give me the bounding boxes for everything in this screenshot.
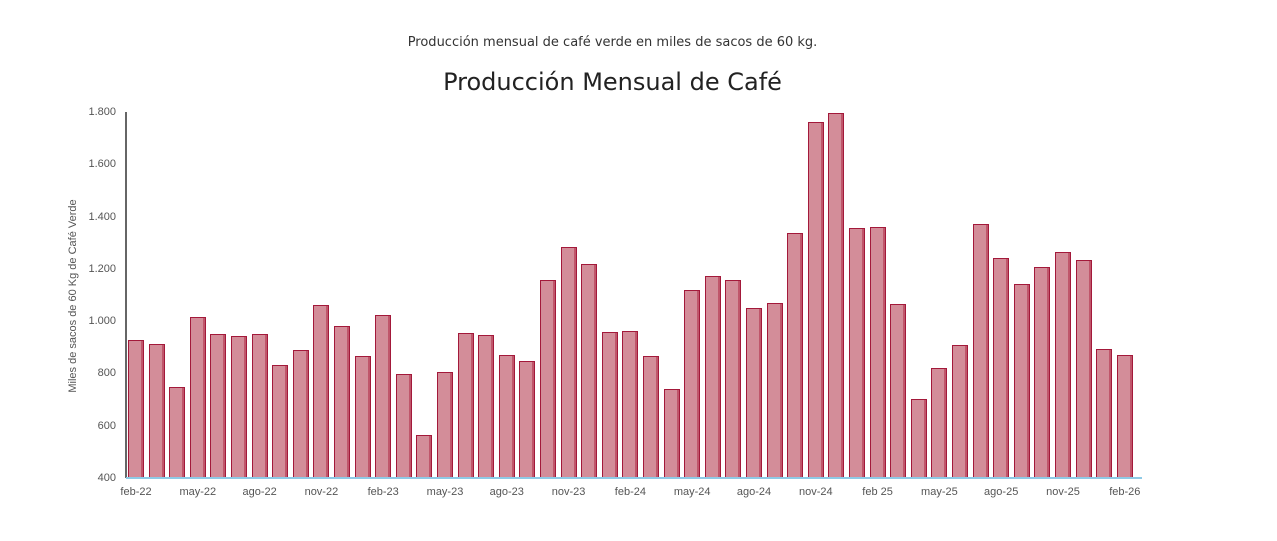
bar-may-22[interactable]: [189, 317, 206, 478]
bar-mar-23[interactable]: [395, 374, 412, 478]
bar-jul-23[interactable]: [478, 335, 495, 478]
x-tick-label: may-25: [921, 486, 958, 498]
bar-ago-22[interactable]: [251, 334, 268, 478]
bar-dic-25[interactable]: [1075, 260, 1092, 478]
bar-may-25[interactable]: [931, 368, 948, 478]
bar-sep-22[interactable]: [272, 365, 289, 478]
bar-feb-26[interactable]: [1116, 355, 1133, 478]
x-tick-label: may-23: [426, 486, 464, 498]
x-tick-label: ago-23: [489, 486, 524, 498]
bar-jul-25[interactable]: [972, 224, 989, 478]
bar-oct-22[interactable]: [292, 350, 309, 478]
y-tick-label: 1.800: [88, 106, 116, 118]
y-tick-label: 1.400: [88, 210, 116, 223]
bar-mar-25[interactable]: [890, 304, 907, 478]
bar-feb-25[interactable]: [869, 227, 886, 478]
bar-nov-22[interactable]: [313, 305, 330, 478]
bar-abr-22[interactable]: [169, 387, 186, 478]
x-tick-label: feb 25: [862, 486, 893, 498]
bar-oct-24[interactable]: [787, 233, 804, 478]
bar-dic-22[interactable]: [334, 326, 350, 478]
y-tick-label: 800: [97, 367, 116, 380]
bar-nov-23[interactable]: [560, 247, 577, 478]
bar-dic-24[interactable]: [828, 113, 845, 478]
bar-sep-25[interactable]: [1013, 284, 1030, 478]
bar-ago-24[interactable]: [746, 308, 762, 478]
bar-nov-25[interactable]: [1055, 252, 1071, 478]
bar-abr-25[interactable]: [910, 399, 927, 478]
bar-jun-23[interactable]: [457, 333, 474, 478]
x-tick-label: feb-26: [1109, 486, 1141, 498]
chart-title: Producción Mensual de Café: [443, 68, 782, 96]
bar-ene-25[interactable]: [849, 228, 865, 478]
bar-feb-24[interactable]: [622, 331, 639, 478]
bar-ago-23[interactable]: [498, 355, 515, 478]
bar-nov-24[interactable]: [807, 122, 824, 478]
y-axis-line: [125, 112, 127, 478]
x-tick-label: ago-25: [984, 486, 1019, 498]
bar-ago-25[interactable]: [993, 258, 1010, 478]
x-tick-label: feb-22: [120, 486, 152, 498]
y-tick-label: 600: [97, 419, 116, 432]
y-tick-label: 400: [97, 472, 116, 484]
bar-jul-22[interactable]: [231, 336, 247, 478]
bar-dic-23[interactable]: [581, 264, 598, 478]
x-tick-label: feb-24: [614, 486, 646, 498]
bar-feb-22[interactable]: [128, 340, 144, 478]
bar-jul-24[interactable]: [725, 280, 742, 478]
x-tick-label: ago-24: [736, 486, 772, 498]
x-tick-label: feb-23: [367, 486, 399, 498]
x-tick-label: nov-23: [551, 486, 586, 498]
bar-sep-24[interactable]: [766, 303, 783, 478]
plot-area: [126, 112, 1142, 478]
x-tick-label: nov-22: [304, 486, 339, 498]
bar-may-23[interactable]: [437, 372, 453, 478]
y-axis-label: Miles de sacos de 60 Kg de Café Verde: [67, 199, 79, 393]
bar-jun-22[interactable]: [210, 334, 227, 478]
bar-feb-23[interactable]: [375, 315, 392, 478]
y-tick-label: 1.200: [88, 262, 116, 275]
x-tick-label: nov-25: [1046, 486, 1080, 498]
x-tick-label: may-24: [673, 486, 711, 498]
bar-jun-24[interactable]: [704, 276, 721, 478]
x-tick-label: nov-24: [798, 486, 833, 498]
bar-oct-25[interactable]: [1034, 267, 1051, 478]
bar-jun-25[interactable]: [952, 345, 968, 478]
bar-may-24[interactable]: [684, 290, 701, 478]
bar-mar-24[interactable]: [643, 356, 659, 478]
bar-ene-26[interactable]: [1096, 349, 1113, 478]
chart-subtitle: Producción mensual de café verde en mile…: [407, 35, 818, 50]
y-tick-label: 1.600: [88, 158, 116, 171]
bar-sep-23[interactable]: [519, 361, 536, 478]
y-tick-label: 1.000: [88, 315, 116, 328]
x-tick-label: ago-22: [242, 486, 277, 498]
bar-mar-22[interactable]: [148, 343, 165, 478]
bar-ene-23[interactable]: [354, 356, 371, 478]
x-axis-line: [126, 477, 1142, 479]
bar-abr-24[interactable]: [663, 389, 680, 478]
bar-abr-23[interactable]: [416, 435, 433, 478]
bar-oct-23[interactable]: [540, 280, 556, 478]
x-tick-label: may-22: [179, 486, 217, 498]
bar-ene-24[interactable]: [601, 332, 618, 478]
